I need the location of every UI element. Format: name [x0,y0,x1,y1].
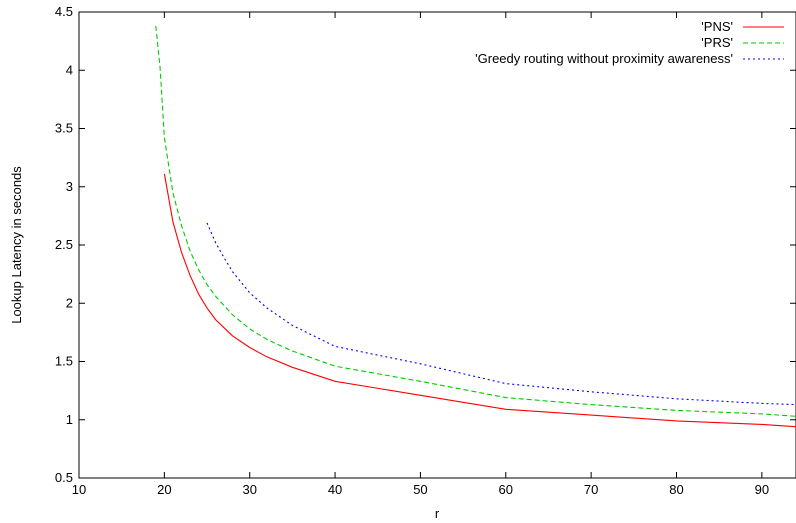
legend-label-3: 'Greedy routing without proximity awaren… [475,51,733,66]
x-tick-label: 10 [72,482,86,497]
y-tick-label: 4.5 [55,4,73,19]
series-layer [155,25,796,428]
y-tick-label: 1 [66,412,73,427]
y-tick-label: 2 [66,295,73,310]
y-axis-label: Lookup Latency in seconds [9,166,24,324]
y-tick-label: 4 [66,62,73,77]
series-line-2 [155,25,796,417]
y-tick-label: 2.5 [55,237,73,252]
x-tick-label: 80 [669,482,683,497]
legend-label-1: 'PNS' [701,19,733,34]
plot-area-frame [78,11,796,479]
x-axis-label: r [435,506,440,521]
y-tick-label: 1.5 [55,354,73,369]
y-tick-label: 0.5 [55,470,73,485]
x-tick-label: 50 [413,482,427,497]
legend-label-2: 'PRS' [701,35,733,50]
ticks-layer: 10 20 30 40 50 60 70 80 90 0.5 1 1.5 2 2.5 3 3.5 4 4.5 [55,4,796,497]
x-tick-label: 60 [499,482,513,497]
x-tick-label: 40 [328,482,342,497]
x-tick-label: 90 [755,482,769,497]
series-line-3 [206,222,796,406]
y-tick-label: 3 [66,179,73,194]
legend: 'PNS''PRS''Greedy routing without proxim… [475,19,784,66]
x-tick-label: 30 [242,482,256,497]
y-tick-label: 3.5 [55,121,73,136]
x-tick-label: 20 [157,482,171,497]
series-line-1 [163,173,796,428]
x-tick-label: 70 [584,482,598,497]
